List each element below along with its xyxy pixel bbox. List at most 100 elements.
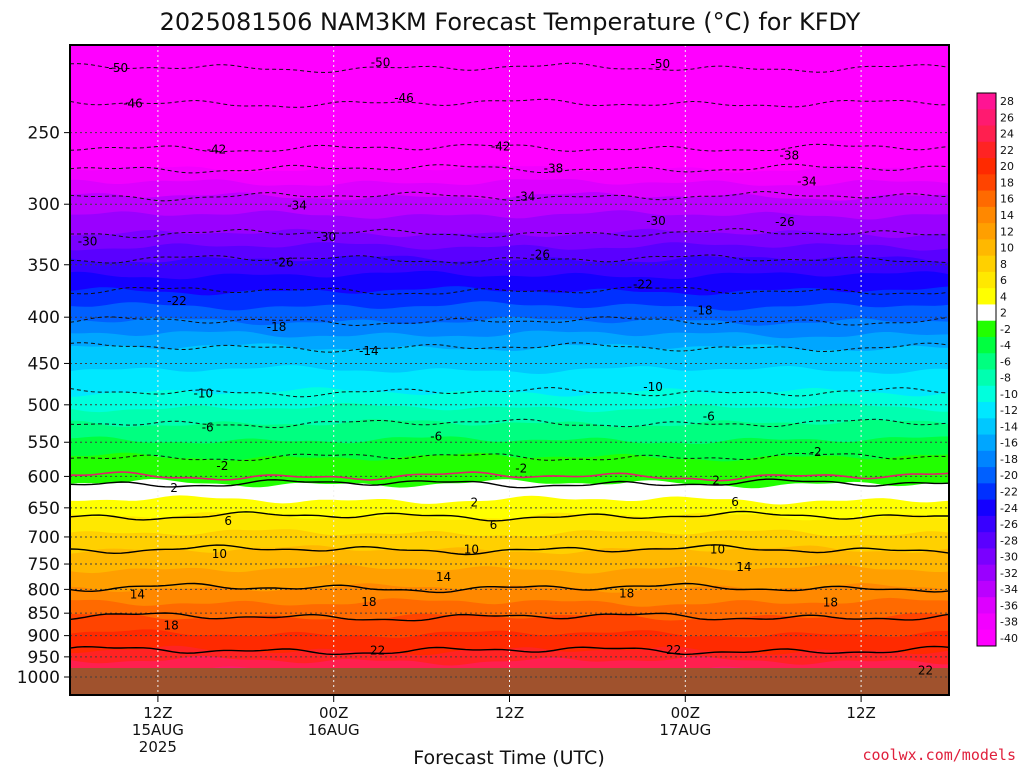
- colorbar-swatches: [977, 93, 996, 647]
- contour-label: 10: [464, 543, 479, 557]
- colorbar-label--24: -24: [1000, 502, 1018, 515]
- colorbar-swatch--34: [977, 580, 996, 598]
- colorbar-swatch-6: [977, 271, 996, 289]
- colorbar-label-20: 20: [1000, 160, 1014, 173]
- contour-label: -18: [267, 320, 287, 334]
- plot-area: -50 -50 -50 -46 -46 -42 -42 -38 -38 -34 -34 -34 -30 -…: [69, 44, 950, 696]
- contour-label: -30: [317, 230, 337, 244]
- colorbar-label-28: 28: [1000, 95, 1014, 108]
- colorbar-swatch--8: [977, 369, 996, 387]
- contour-label: -30: [646, 214, 666, 228]
- contour-label: 18: [163, 618, 178, 632]
- colorbar-label--14: -14: [1000, 420, 1018, 433]
- colorbar-label-14: 14: [1000, 209, 1014, 222]
- contour-18: [70, 612, 949, 622]
- y-tick-800: 800: [28, 580, 60, 600]
- colorbar-labels: 28 26 24 22 20 18 16 14 12 10 8 6 4 2 -2 -4 -6 -8 -10 -12 -1…: [1000, 95, 1018, 645]
- contour--30: [70, 228, 949, 239]
- contour-labels: -50 -50 -50 -46 -46 -42 -42 -38 -38 -34 -34 -34 -30 -…: [78, 55, 933, 677]
- contour-label: -34: [287, 199, 307, 213]
- contour-label: -42: [207, 143, 227, 157]
- contour-label: -46: [394, 91, 414, 105]
- y-tick-550: 550: [28, 433, 60, 453]
- colorbar-label--22: -22: [1000, 486, 1018, 499]
- contour-label: 14: [130, 587, 145, 601]
- colorbar-swatch--22: [977, 483, 996, 501]
- contour-label: 6: [224, 514, 232, 528]
- colorbar-swatch-10: [977, 239, 996, 257]
- colorbar-label--32: -32: [1000, 567, 1018, 580]
- colorbar-swatch-4: [977, 288, 996, 305]
- y-tick-250: 250: [28, 124, 60, 144]
- contour--10: [70, 387, 949, 398]
- colorbar-swatch--2: [977, 320, 996, 338]
- x-tick-label: 12Z: [143, 704, 172, 722]
- colorbar-label-8: 8: [1000, 258, 1007, 271]
- y-tick-700: 700: [28, 528, 60, 548]
- contour-label: -38: [780, 149, 800, 163]
- contour-label: -22: [167, 294, 187, 308]
- contour-label: -2: [216, 459, 228, 473]
- contour--34: [70, 191, 949, 202]
- colorbar-label--30: -30: [1000, 551, 1018, 564]
- y-axis-ticks: 250 300 350 400 450 500 550 600 650 700 750 800 850 9…: [17, 124, 70, 688]
- contour-14: [70, 582, 949, 594]
- contour-label: 18: [361, 595, 376, 609]
- contour-label: 22: [666, 643, 681, 657]
- contour-label: -26: [530, 248, 550, 262]
- colorbar-label--12: -12: [1000, 404, 1018, 417]
- colorbar-label--34: -34: [1000, 583, 1018, 596]
- contour--38: [70, 163, 949, 174]
- colorbar-swatch-14: [977, 206, 996, 224]
- colorbar-swatch--26: [977, 515, 996, 533]
- contour-label: -50: [651, 57, 671, 71]
- contour-label: -50: [109, 61, 129, 75]
- contour-label: -50: [371, 55, 391, 69]
- contour-label: -2: [515, 461, 527, 475]
- colorbar-label--4: -4: [1000, 339, 1011, 352]
- chart-title: 2025081506 NAM3KM Forecast Temperature (…: [160, 8, 861, 36]
- colorbar-swatch--40: [977, 629, 996, 647]
- x-tick-label: 2025: [139, 738, 177, 756]
- x-tick-label: 12Z: [495, 704, 524, 722]
- colorbar-swatch--6: [977, 353, 996, 370]
- colorbar-swatch-26: [977, 109, 996, 127]
- contour-label: -2: [810, 445, 822, 459]
- y-tick-300: 300: [28, 195, 60, 215]
- colorbar: 28 26 24 22 20 18 16 14 12 10 8 6 4 2 -2 -4 -6 -8 -10 -12 -1…: [976, 92, 1018, 647]
- colorbar-label--8: -8: [1000, 372, 1011, 385]
- colorbar-swatch-22: [977, 141, 996, 159]
- contour-label: -14: [359, 344, 379, 358]
- contour-label: -34: [797, 174, 817, 188]
- colorbar-label-16: 16: [1000, 193, 1014, 206]
- y-tick-500: 500: [28, 396, 60, 416]
- colorbar-swatch--20: [977, 467, 996, 484]
- colorbar-label--18: -18: [1000, 453, 1018, 466]
- contour-label: 22: [918, 663, 933, 677]
- colorbar-label--16: -16: [1000, 437, 1018, 450]
- colorbar-swatch--28: [977, 532, 996, 549]
- colorbar-swatch-2: [977, 304, 996, 322]
- colorbar-label--40: -40: [1000, 632, 1018, 645]
- y-tick-650: 650: [28, 499, 60, 519]
- colorbar-swatch--10: [977, 385, 996, 403]
- contour-label: 2: [471, 495, 479, 509]
- contour-10: [70, 544, 949, 556]
- contour-label: 6: [731, 495, 739, 509]
- contour-22: [70, 645, 949, 656]
- contour-label: -6: [703, 409, 715, 423]
- y-tick-900: 900: [28, 627, 60, 647]
- contour--22: [70, 286, 949, 295]
- contour-label: 10: [212, 547, 227, 561]
- x-tick-label: 12Z: [846, 704, 875, 722]
- x-tick-label: 17AUG: [659, 721, 711, 739]
- contour--26: [70, 254, 949, 264]
- colorbar-swatch--32: [977, 564, 996, 582]
- x-tick-label: 00Z: [319, 704, 348, 722]
- y-tick-1000: 1000: [17, 668, 60, 688]
- contour-label: -42: [491, 140, 511, 154]
- colorbar-swatch-16: [977, 190, 996, 208]
- colorbar-label-2: 2: [1000, 307, 1007, 320]
- y-tick-950: 950: [28, 648, 60, 668]
